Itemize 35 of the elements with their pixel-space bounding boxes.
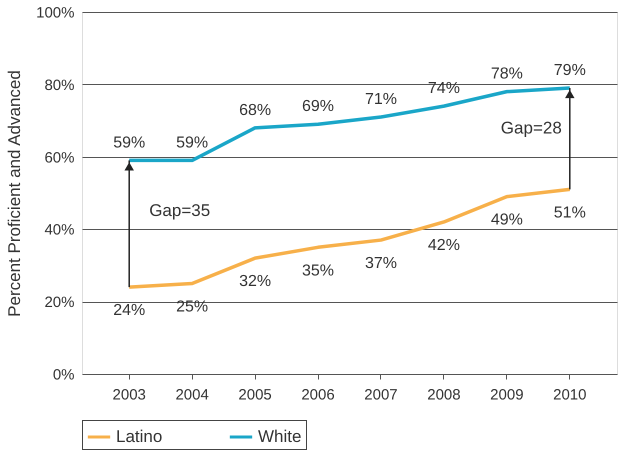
x-tick-label: 2006	[301, 386, 335, 404]
data-label: 37%	[364, 255, 397, 272]
y-tick-label: 0%	[52, 366, 74, 384]
data-label: 59%	[113, 134, 146, 152]
legend-label: White	[258, 427, 302, 446]
x-tick-label: 2005	[238, 386, 272, 404]
x-tick-label: 2004	[175, 386, 209, 404]
x-tick-label: 2008	[427, 386, 461, 404]
y-tick-label: 80%	[44, 76, 74, 94]
y-axis-title: Percent Proficient and Advanced	[5, 70, 24, 317]
annotation: Gap=28	[500, 118, 562, 138]
data-label: 78%	[490, 66, 523, 83]
data-label: 35%	[302, 262, 334, 280]
data-label: 79%	[554, 62, 586, 80]
data-label: 68%	[239, 102, 272, 119]
data-label: 69%	[302, 98, 334, 116]
data-label: 24%	[113, 302, 146, 320]
data-label: 51%	[554, 204, 586, 222]
annotation: Gap=35	[149, 201, 210, 220]
data-label: 32%	[239, 273, 272, 290]
x-tick-label: 2007	[364, 386, 398, 404]
data-label: 49%	[490, 212, 523, 229]
x-tick-label: 2010	[553, 386, 586, 404]
data-label: 59%	[176, 134, 208, 152]
x-tick-label: 2003	[112, 386, 146, 404]
data-label: 25%	[176, 298, 208, 316]
y-tick-label: 100%	[36, 4, 74, 22]
data-label: 71%	[364, 90, 397, 108]
y-tick-label: 60%	[44, 149, 74, 166]
x-tick-label: 2009	[490, 386, 524, 404]
y-tick-label: 20%	[44, 294, 74, 312]
legend-label: Latino	[116, 427, 162, 446]
data-label: 42%	[428, 236, 460, 254]
data-label: 74%	[428, 80, 460, 98]
y-tick-label: 40%	[44, 222, 74, 239]
